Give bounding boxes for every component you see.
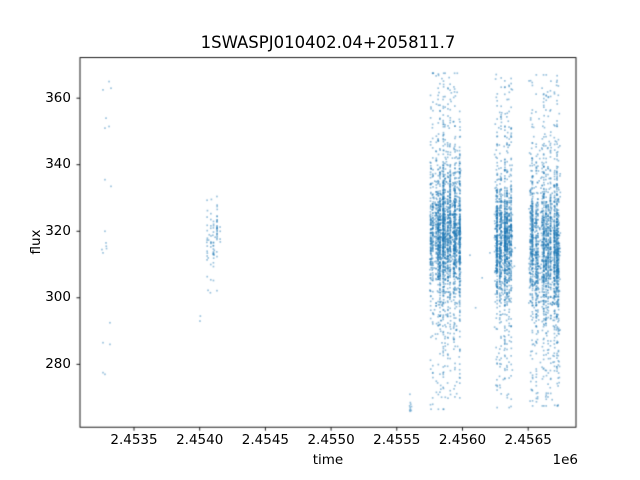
x-tick-label: 2.4540 [176,432,224,448]
x-tick-label: 2.4535 [110,432,158,448]
y-tick-label: 280 [45,355,71,372]
chart-title: 1SWASPJ010402.04+205811.7 [200,33,456,52]
x-axis-label: time [312,452,344,468]
x-tick-label: 2.4565 [504,432,552,448]
y-tick-label: 340 [45,156,71,173]
y-tick-label: 300 [45,289,71,306]
x-tick-label: 2.4560 [438,432,487,448]
x-tick-label: 2.4550 [307,432,355,448]
x-tick-label: 2.4555 [373,432,421,448]
y-tick-label: 360 [45,89,71,106]
x-axis-offset-label: 1e6 [552,452,578,468]
x-tick-label: 2.4545 [241,432,290,448]
y-tick-label: 320 [45,222,71,239]
